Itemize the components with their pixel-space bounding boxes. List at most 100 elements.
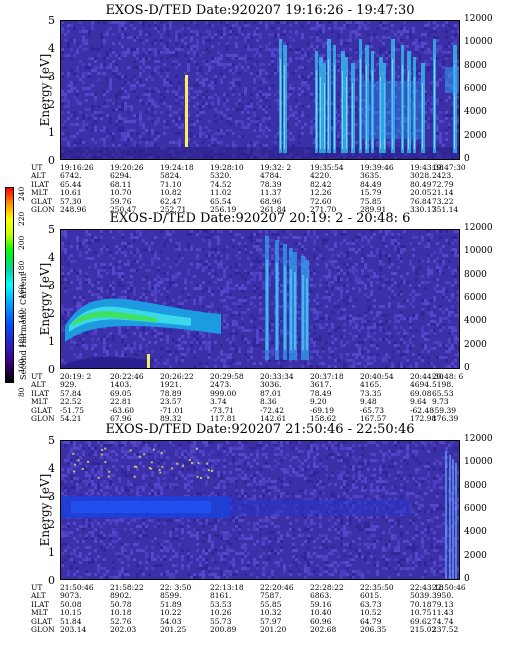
noise-cell (232, 30, 235, 33)
noise-cell (457, 299, 459, 302)
noise-cell (184, 287, 187, 290)
noise-cell (400, 311, 403, 314)
noise-cell (328, 329, 331, 332)
noise-cell (103, 269, 106, 272)
noise-cell (223, 105, 226, 108)
noise-cell (79, 278, 82, 281)
noise-cell (79, 480, 82, 483)
noise-cell (76, 66, 79, 69)
noise-cell (64, 474, 67, 477)
noise-cell (394, 368, 397, 369)
noise-cell (175, 30, 178, 33)
noise-cell (445, 239, 448, 242)
noise-cell (292, 111, 295, 114)
noise-cell (385, 132, 388, 135)
noise-cell (121, 27, 124, 30)
noise-cell (100, 576, 103, 579)
noise-cell (169, 353, 172, 356)
noise-cell (241, 329, 244, 332)
noise-cell (121, 242, 124, 245)
noise-cell (106, 546, 109, 549)
noise-cell (199, 81, 202, 84)
noise-cell (139, 441, 142, 444)
noise-cell (151, 477, 154, 480)
noise-cell (166, 57, 169, 60)
noise-cell (442, 245, 445, 248)
noise-cell (79, 111, 82, 114)
noise-cell (430, 102, 433, 105)
noise-cell (439, 326, 442, 329)
noise-cell (385, 368, 388, 369)
noise-cell (232, 320, 235, 323)
noise-cell (79, 102, 82, 105)
noise-cell (139, 141, 142, 144)
noise-cell (139, 579, 142, 580)
noise-cell (307, 21, 310, 24)
noise-cell (418, 284, 421, 287)
noise-cell (403, 30, 406, 33)
noise-cell (205, 305, 208, 308)
noise-cell (145, 269, 148, 272)
noise-cell (424, 60, 427, 63)
noise-cell (145, 444, 148, 447)
noise-cell (187, 242, 190, 245)
noise-cell (133, 233, 136, 236)
noise-cell (175, 359, 178, 362)
noise-cell (439, 132, 442, 135)
noise-cell (445, 138, 448, 141)
noise-cell (130, 474, 133, 477)
noise-cell (178, 347, 181, 350)
noise-cell (229, 278, 232, 281)
noise-cell (406, 159, 409, 160)
noise-cell (271, 302, 274, 305)
noise-cell (235, 45, 238, 48)
noise-cell (154, 486, 157, 489)
noise-cell (199, 108, 202, 111)
noise-cell (451, 344, 454, 347)
noise-cell (253, 81, 256, 84)
noise-cell (133, 75, 136, 78)
noise-cell (202, 132, 205, 135)
noise-cell (61, 329, 64, 332)
noise-cell (64, 96, 67, 99)
noise-cell (352, 248, 355, 251)
noise-cell (148, 51, 151, 54)
noise-cell (235, 66, 238, 69)
noise-cell (301, 114, 304, 117)
noise-cell (157, 477, 160, 480)
noise-cell (130, 87, 133, 90)
noise-cell (85, 30, 88, 33)
noise-cell (265, 24, 268, 27)
noise-cell (136, 299, 139, 302)
noise-cell (157, 362, 160, 365)
noise-cell (121, 24, 124, 27)
noise-cell (253, 114, 256, 117)
noise-cell (145, 525, 148, 528)
noise-cell (133, 558, 136, 561)
noise-cell (247, 39, 250, 42)
noise-cell (103, 338, 106, 341)
noise-cell (268, 263, 271, 266)
noise-cell (232, 344, 235, 347)
noise-cell (151, 332, 154, 335)
noise-cell (130, 290, 133, 293)
noise-cell (415, 63, 418, 66)
noise-cell (187, 138, 190, 141)
noise-cell (151, 120, 154, 123)
noise-cell (124, 27, 127, 30)
noise-cell (349, 269, 352, 272)
noise-cell (274, 233, 277, 236)
noise-cell (121, 33, 124, 36)
noise-cell (349, 87, 352, 90)
noise-cell (217, 278, 220, 281)
noise-cell (100, 114, 103, 117)
noise-cell (247, 48, 250, 51)
noise-cell (271, 350, 274, 353)
noise-cell (67, 132, 70, 135)
noise-cell (64, 543, 67, 546)
noise-cell (397, 30, 400, 33)
noise-cell (346, 254, 349, 257)
noise-cell (94, 519, 97, 522)
noise-cell (427, 260, 430, 263)
noise-cell (424, 287, 427, 290)
